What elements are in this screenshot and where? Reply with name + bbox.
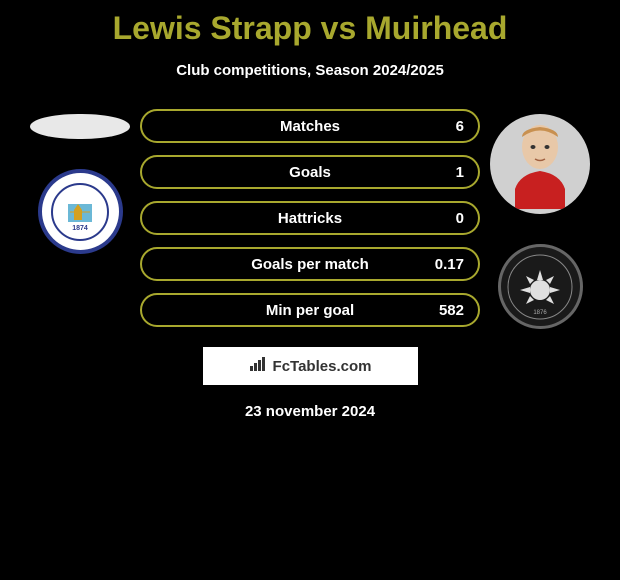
date-text: 23 november 2024 xyxy=(0,403,620,420)
stat-right-value: 0.17 xyxy=(435,256,464,273)
stats-column: Matches 6 Goals 1 Hattricks 0 Goals per … xyxy=(140,109,480,329)
stat-label: Min per goal xyxy=(266,302,354,319)
comparison-title: Lewis Strapp vs Muirhead xyxy=(0,0,620,47)
player-left-club-badge: 1874 xyxy=(38,169,123,254)
stat-right-value: 6 xyxy=(456,118,464,135)
player-right-club-badge: 1876 xyxy=(498,244,583,329)
stat-label: Hattricks xyxy=(278,210,342,227)
comparison-subtitle: Club competitions, Season 2024/2025 xyxy=(0,62,620,79)
morton-badge-icon: 1874 xyxy=(50,182,110,242)
stat-label: Matches xyxy=(280,118,340,135)
player-silhouette-icon xyxy=(505,119,575,209)
watermark-text: FcTables.com xyxy=(273,358,372,375)
stats-container: 1874 Matches 6 Goals 1 Hattricks 0 Goals… xyxy=(0,109,620,329)
player-right-photo xyxy=(490,114,590,214)
stat-right-value: 0 xyxy=(456,210,464,227)
stat-row-min-per-goal: Min per goal 582 xyxy=(140,293,480,327)
chart-icon xyxy=(249,357,267,375)
stat-right-value: 1 xyxy=(456,164,464,181)
svg-text:1876: 1876 xyxy=(533,310,547,316)
stat-row-goals-per-match: Goals per match 0.17 xyxy=(140,247,480,281)
stat-right-value: 582 xyxy=(439,302,464,319)
watermark: FcTables.com xyxy=(203,347,418,385)
stat-row-hattricks: Hattricks 0 xyxy=(140,201,480,235)
stat-label: Goals xyxy=(289,164,331,181)
partick-badge-icon: 1876 xyxy=(505,252,575,322)
player-left-photo xyxy=(30,114,130,139)
stat-label: Goals per match xyxy=(251,256,369,273)
left-player-column: 1874 xyxy=(20,109,140,329)
stat-row-goals: Goals 1 xyxy=(140,155,480,189)
stat-row-matches: Matches 6 xyxy=(140,109,480,143)
right-player-column: 1876 xyxy=(480,109,600,329)
svg-text:1874: 1874 xyxy=(72,225,88,232)
